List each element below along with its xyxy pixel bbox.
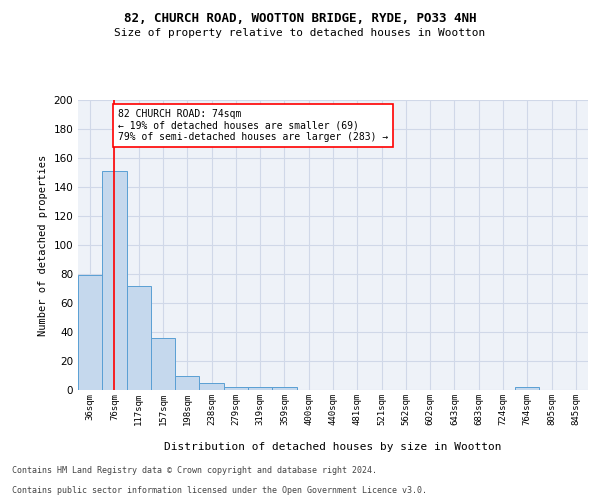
Bar: [199, 383, 224, 390]
Text: Contains public sector information licensed under the Open Government Licence v3: Contains public sector information licen…: [12, 486, 427, 495]
Bar: [127, 286, 151, 390]
Text: 82, CHURCH ROAD, WOOTTON BRIDGE, RYDE, PO33 4NH: 82, CHURCH ROAD, WOOTTON BRIDGE, RYDE, P…: [124, 12, 476, 26]
Bar: [175, 376, 199, 390]
Bar: [102, 171, 127, 390]
Text: Distribution of detached houses by size in Wootton: Distribution of detached houses by size …: [164, 442, 502, 452]
Text: 82 CHURCH ROAD: 74sqm
← 19% of detached houses are smaller (69)
79% of semi-deta: 82 CHURCH ROAD: 74sqm ← 19% of detached …: [118, 108, 388, 142]
Bar: [224, 387, 248, 390]
Bar: [272, 387, 296, 390]
Bar: [151, 338, 175, 390]
Y-axis label: Number of detached properties: Number of detached properties: [38, 154, 48, 336]
Bar: [78, 276, 102, 390]
Text: Contains HM Land Registry data © Crown copyright and database right 2024.: Contains HM Land Registry data © Crown c…: [12, 466, 377, 475]
Bar: [515, 387, 539, 390]
Bar: [248, 387, 272, 390]
Text: Size of property relative to detached houses in Wootton: Size of property relative to detached ho…: [115, 28, 485, 38]
